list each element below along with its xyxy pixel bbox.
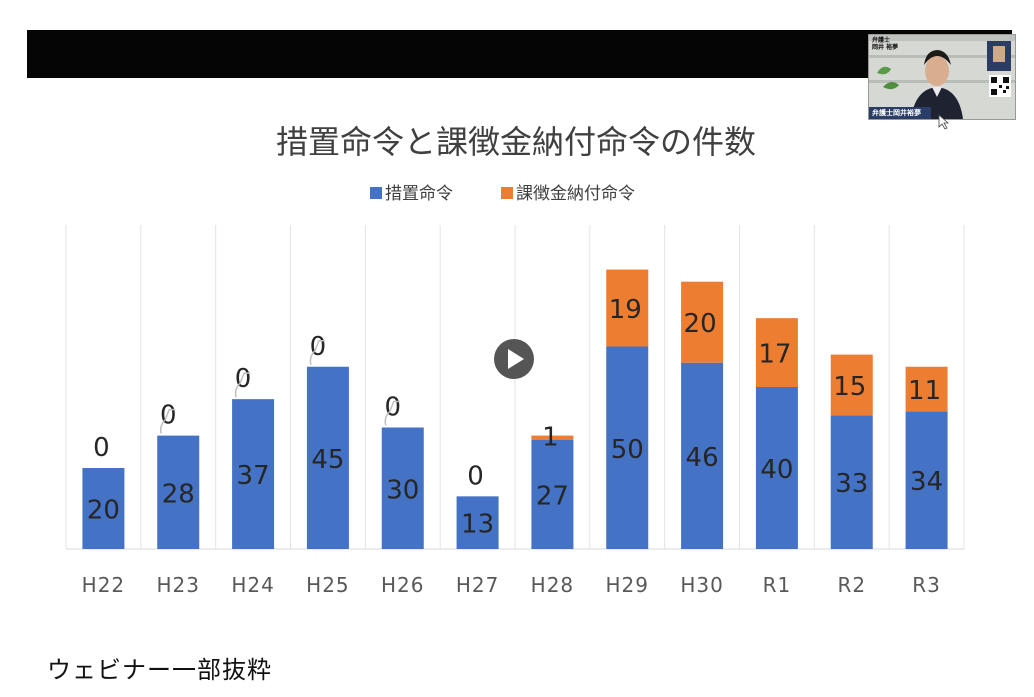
data-label-H30-series2: 20 [684,309,717,339]
bar-segment-R3-series1 [905,411,948,549]
x-tick-label-H24: H24 [231,573,275,597]
x-tick-label-H28: H28 [531,573,575,597]
bar-segment-R3-series2 [905,366,948,412]
play-button[interactable] [494,339,534,379]
legend-label: 課徴金納付命令 [516,184,635,204]
data-label-H29-series1: 50 [611,435,644,465]
bar-segment-H28-series1 [531,439,574,549]
data-label-H22-series1: 20 [87,496,120,526]
data-label-R1-series1: 40 [760,455,793,485]
chart-gridlines [65,225,965,550]
chart-title: 措置命令と課徴金納付命令の件数 [276,123,756,161]
bar-segment-H29-series1 [606,346,649,549]
bar-segment-H25-series1 [306,366,349,549]
data-label-R2-series1: 33 [835,469,868,499]
speaker-top-label: 弁護士 岡井 裕夢 [872,37,899,51]
video-top-bar [27,30,1012,78]
data-label-H24-series2: 0 [235,364,252,394]
webinar-caption: ウェビナー一部抜粋 [47,656,272,684]
data-label-R3-series1: 34 [910,467,943,497]
chart-bars [82,269,948,549]
bar-segment-H28-series2 [531,435,574,440]
bar-segment-R2-series2 [830,354,873,416]
legend-swatch [501,187,513,199]
x-tick-label-R2: R2 [837,573,866,597]
x-tick-label-H30: H30 [680,573,724,597]
legend-label: 措置命令 [385,184,453,204]
leader-line [160,408,176,434]
play-icon [508,349,524,369]
data-label-H26-series2: 0 [384,393,401,423]
leader-line [384,400,400,426]
legend-swatch [370,187,382,199]
bar-segment-H26-series1 [381,427,424,549]
bar-segment-H22-series1 [82,468,125,549]
chart-data-labels: 20 0 28 0 37 0 45 0 30 0 13 0 27 1 50 19 46 20 40 17 33 15 34 1… [87,295,943,540]
data-label-H22-series2: 0 [93,433,110,463]
bar-segment-H29-series2 [606,269,649,347]
speaker-video [869,35,1015,119]
data-label-H28-series1: 27 [536,481,569,511]
x-axis-ticks: H22 H23 H24 H25 H26 H27 H28 H29 H30 R1 R2 R3 [82,573,941,597]
data-label-H30-series1: 46 [686,443,719,473]
x-tick-label-H26: H26 [381,573,425,597]
data-label-H26-series1: 30 [386,475,419,505]
data-label-H23-series2: 0 [160,401,177,431]
speaker-webcam-thumbnail[interactable]: 弁護士 岡井 裕夢 弁護士岡井裕夢 [868,34,1016,120]
bar-segment-H30-series1 [681,362,724,549]
data-label-H25-series2: 0 [310,332,327,362]
leader-line [309,340,325,365]
x-tick-label-H25: H25 [306,573,350,597]
x-tick-label-H23: H23 [157,573,201,597]
bar-segment-R1-series2 [755,318,798,387]
bar-segment-R2-series1 [830,415,873,549]
bar-segment-H23-series1 [157,435,200,549]
data-label-R1-series2: 17 [758,340,791,370]
bar-segment-R1-series1 [755,387,798,549]
bar-segment-H30-series2 [681,281,724,363]
data-label-H25-series1: 45 [311,445,344,475]
qr-code-icon [991,77,1009,95]
data-label-R3-series2: 11 [908,376,941,406]
bar-segment-H27-series1 [456,496,499,549]
data-label-H27-series2: 0 [467,461,484,491]
data-label-H27-series1: 13 [461,510,494,540]
data-label-R2-series2: 15 [833,372,866,402]
x-tick-label-H22: H22 [82,573,126,597]
x-tick-label-R1: R1 [763,573,792,597]
x-tick-label-H29: H29 [606,573,650,597]
speaker-name-tag: 弁護士岡井裕夢 [872,109,921,117]
cursor-icon [938,114,950,130]
leader-line [234,372,251,398]
x-tick-label-H27: H27 [456,573,500,597]
data-label-H28-series2: 1 [542,423,559,453]
data-label-H23-series1: 28 [162,479,195,509]
data-label-H29-series2: 19 [609,295,642,325]
bar-segment-H24-series1 [232,399,275,549]
data-label-H24-series1: 37 [237,461,270,491]
chart-legend: 措置命令 課徴金納付命令 [370,184,635,204]
x-tick-label-R3: R3 [912,573,941,597]
